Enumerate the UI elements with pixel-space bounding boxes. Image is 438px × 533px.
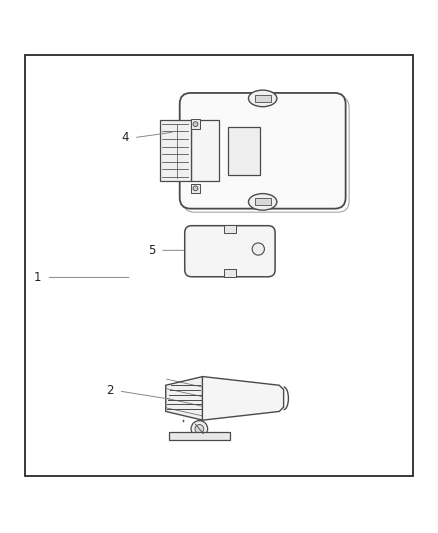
Bar — [169, 432, 230, 440]
Text: 5: 5 — [148, 244, 155, 257]
Bar — [191, 183, 200, 193]
Ellipse shape — [195, 425, 204, 433]
Ellipse shape — [248, 90, 277, 107]
Text: 4: 4 — [121, 131, 129, 144]
Polygon shape — [166, 376, 203, 420]
Bar — [25, 55, 413, 476]
Bar — [224, 269, 236, 277]
Bar — [255, 198, 271, 205]
Bar — [160, 120, 191, 181]
Ellipse shape — [252, 243, 265, 255]
Bar — [255, 95, 271, 102]
Text: 2: 2 — [106, 384, 113, 398]
Text: 1: 1 — [34, 271, 42, 284]
Bar — [228, 127, 261, 175]
Bar — [224, 225, 236, 233]
Ellipse shape — [248, 193, 277, 210]
Ellipse shape — [191, 421, 208, 437]
FancyBboxPatch shape — [185, 225, 275, 277]
Bar — [191, 120, 219, 181]
Ellipse shape — [193, 186, 198, 191]
Bar — [191, 119, 200, 129]
FancyBboxPatch shape — [180, 93, 346, 208]
Ellipse shape — [193, 122, 198, 126]
Polygon shape — [202, 376, 284, 420]
